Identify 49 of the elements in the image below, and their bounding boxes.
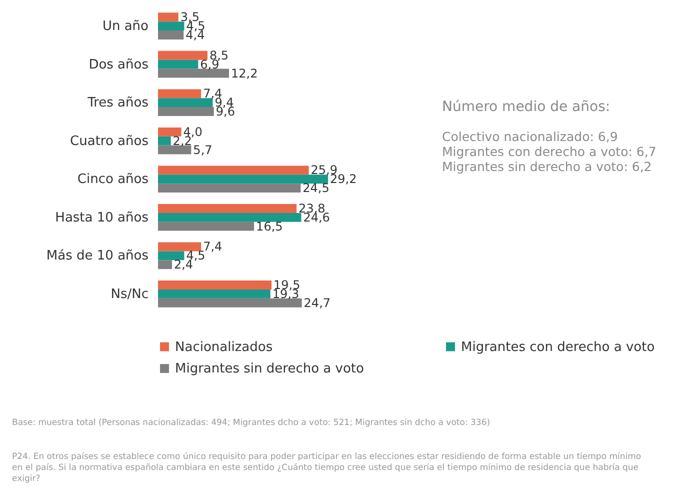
- y-tick-label: Ns/Nc: [110, 286, 148, 302]
- text: Migrantes con derecho a voto: 6,7: [442, 144, 656, 159]
- y-tick-label: Tres años: [86, 96, 149, 111]
- bar: [158, 184, 301, 193]
- y-tick-label: Cuatro años: [70, 134, 149, 149]
- text: Colectivo nacionalizado: 6,9: [442, 129, 619, 144]
- bar: [158, 289, 270, 298]
- data-label: 24,5: [302, 181, 330, 196]
- y-tick-label: Hasta 10 años: [55, 210, 149, 226]
- bar: [158, 212, 302, 222]
- bar: [158, 222, 254, 231]
- bar: [158, 12, 178, 22]
- bar: [158, 242, 202, 252]
- bar: [158, 251, 184, 260]
- y-tick-label: Más de 10 años: [46, 248, 149, 264]
- bar: [158, 22, 184, 31]
- text: Número medio de años:: [442, 99, 612, 115]
- bar: [158, 174, 328, 184]
- data-label: 16,5: [256, 219, 283, 234]
- data-label: 12,2: [231, 66, 258, 80]
- bar: [158, 98, 213, 108]
- data-label: 5,7: [193, 142, 212, 157]
- y-tick-label: Cinco años: [77, 172, 149, 188]
- bar: [158, 89, 202, 98]
- bar: [158, 145, 192, 154]
- bar: [158, 166, 309, 175]
- legend-label: Nacionalizados: [175, 340, 273, 355]
- y-tick-label: Dos años: [88, 57, 149, 72]
- bar: [158, 204, 297, 213]
- bar: [158, 260, 172, 270]
- bar: [158, 127, 182, 136]
- bar: [158, 68, 230, 78]
- bar: [158, 60, 198, 69]
- data-label: 2,4: [174, 258, 194, 272]
- legend-label: Migrantes sin derecho a voto: [175, 362, 364, 376]
- bar: [158, 298, 302, 308]
- bar: [158, 280, 272, 290]
- text: P24. En otros países se establece como único requisito para poder participar en las elecciones estar residiendo de forma estable un tiempo mínimo en el país. Si la normativa española cambiara en este sentido ¿Cuánto tiempo cree usted que sería el tiempo mínimo de residencia que habría que exigir?: [12, 452, 642, 485]
- data-label: 24,7: [304, 296, 331, 310]
- text: Base: muestra total (Personas nacionalizadas: 494; Migrantes dcho a voto: 521; Migrantes sin dcho a voto: 336): [12, 418, 490, 428]
- data-label: 7,4: [203, 240, 222, 254]
- bar: [158, 50, 208, 60]
- bar: [158, 107, 214, 116]
- bar: [158, 30, 184, 40]
- bar: [158, 136, 171, 146]
- y-tick-label: Un año: [102, 19, 149, 34]
- text: Migrantes sin derecho a voto: 6,2: [442, 159, 653, 174]
- legend-label: Migrantes con derecho a voto: [461, 340, 655, 355]
- data-label: 4,0: [183, 124, 202, 139]
